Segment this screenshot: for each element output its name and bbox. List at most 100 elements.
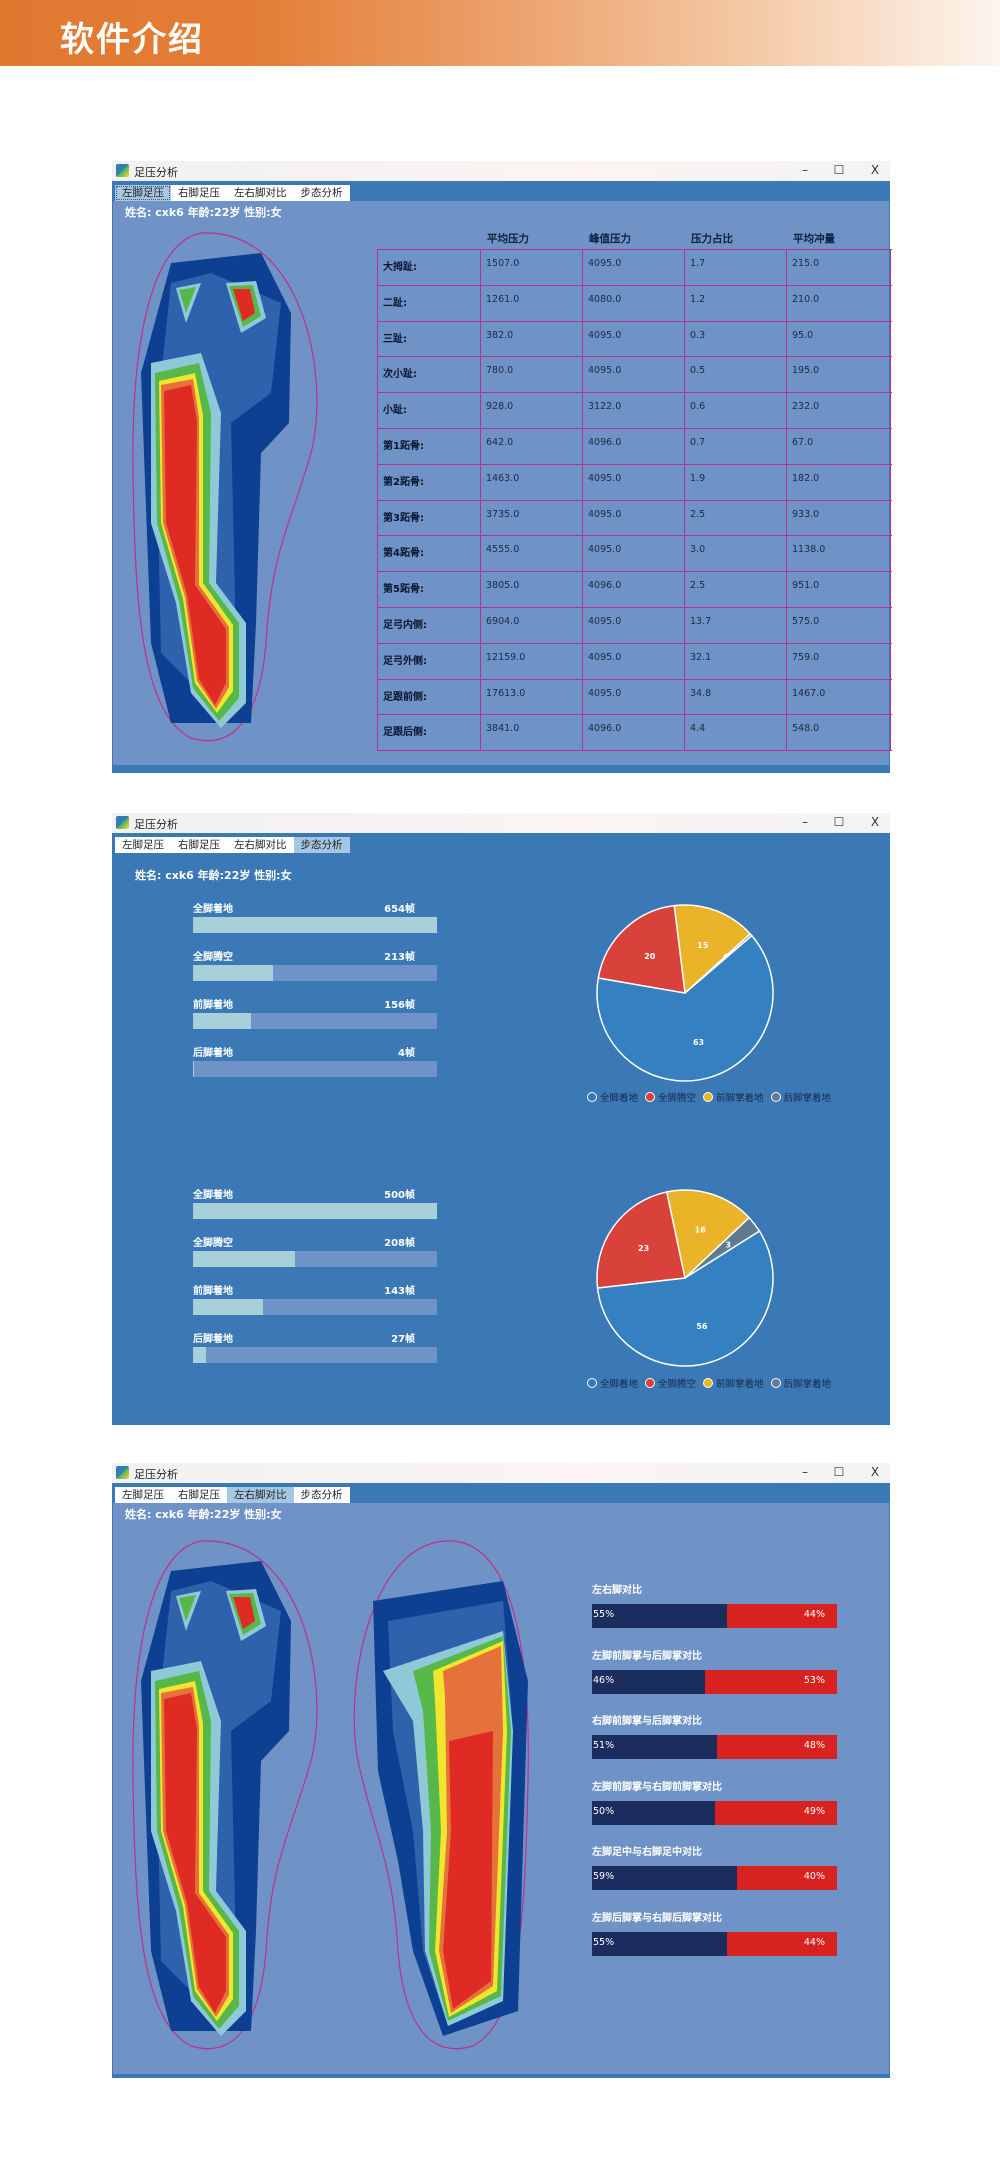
window-title: 足压分析 — [134, 166, 178, 179]
comparison-title: 左脚前脚掌与后脚掌对比 — [592, 1650, 702, 1662]
tab-gait[interactable]: 步态分析 — [300, 1489, 343, 1501]
legend-item[interactable]: 全脚腾空 — [645, 1090, 696, 1104]
legend-label: 全脚着地 — [600, 1093, 639, 1104]
close-button[interactable]: X — [870, 1465, 880, 1479]
maximize-button[interactable]: ☐ — [833, 815, 845, 829]
table-row: 大拇趾: 1507.0 4095.0 1.7 215.0 — [378, 250, 892, 286]
legend-item[interactable]: 全脚腾空 — [645, 1376, 696, 1390]
comparison-item: 左脚前脚掌与后脚掌对比 46% 53% — [592, 1647, 837, 1713]
pie-slice — [596, 934, 774, 1082]
pie-slice-label: 56 — [696, 1322, 708, 1331]
table-cell: 17613.0 — [481, 679, 583, 715]
table-cell: 4095.0 — [583, 357, 685, 393]
pie-chart-1: 1506320 — [596, 904, 774, 1082]
tab-compare[interactable]: 左右脚对比 — [234, 839, 287, 851]
pie-chart-2: 16 3 56 23 — [596, 1189, 774, 1367]
section-banner: 软件介绍 — [0, 0, 1000, 66]
table-cell: 1.9 — [685, 464, 787, 500]
app-icon — [116, 164, 129, 177]
legend-item[interactable]: 全脚着地 — [587, 1376, 638, 1390]
table-row: 第5跖骨: 3805.0 4096.0 2.5 951.0 — [378, 572, 892, 608]
legend-label: 后脚掌着地 — [783, 1093, 832, 1104]
tab-left-foot[interactable]: 左脚足压 — [122, 1489, 164, 1501]
gait-bar-item: 后脚着地 27帧 — [193, 1330, 437, 1378]
table-cell: 4080.0 — [583, 285, 685, 321]
gait-bar-item: 全脚腾空 213帧 — [193, 948, 437, 996]
tab-left-foot[interactable]: 左脚足压 — [115, 185, 171, 201]
table-row: 足跟前侧: 17613.0 4095.0 34.8 1467.0 — [378, 679, 892, 716]
gait-bar-fill — [193, 965, 273, 981]
table-cell: 759.0 — [787, 643, 891, 679]
header-cell: 平均压力 — [487, 233, 529, 245]
legend-item[interactable]: 前脚掌着地 — [703, 1376, 764, 1390]
pressure-table: 平均压力 峰值压力 压力占比 平均冲量 大拇趾: 1507.0 4095.0 1.7 2… — [377, 229, 892, 752]
legend-item[interactable]: 后脚掌着地 — [770, 1376, 831, 1390]
table-cell: 4095.0 — [583, 643, 685, 679]
tab-right-foot[interactable]: 右脚足压 — [178, 1489, 220, 1501]
gait-bar-fill — [193, 1203, 437, 1219]
table-cell: 34.8 — [685, 679, 787, 715]
comparison-title: 右脚前脚掌与后脚掌对比 — [592, 1716, 702, 1727]
gait-bar-item: 后脚着地 4帧 — [193, 1044, 437, 1092]
comparison-bar: 46% 53% — [592, 1669, 837, 1694]
legend-marker-icon — [703, 1378, 714, 1388]
table-row: 第1跖骨: 642.0 4096.0 0.7 67.0 — [378, 428, 892, 465]
table-cell: 382.0 — [481, 321, 583, 357]
close-button[interactable]: X — [870, 163, 880, 177]
gait-pie-2: 16 3 56 23 — [590, 1183, 780, 1379]
table-cell: 12159.0 — [481, 643, 583, 679]
comparison-item: 左脚前脚掌与右脚前脚掌对比 50% 49% — [592, 1778, 837, 1844]
tab-compare[interactable]: 左右脚对比 — [234, 187, 287, 199]
legend-item[interactable]: 前脚掌着地 — [703, 1090, 764, 1104]
gait-bar-label: 前脚着地 — [193, 1000, 233, 1011]
close-button[interactable]: X — [870, 815, 880, 829]
tab-gait[interactable]: 步态分析 — [293, 837, 350, 853]
table-cell: 4095.0 — [583, 321, 685, 357]
minimize-button[interactable]: – — [802, 815, 808, 829]
tab-compare[interactable]: 左右脚对比 — [227, 1487, 294, 1503]
maximize-button[interactable]: ☐ — [833, 1465, 845, 1479]
comparison-item: 左脚足中与右脚足中对比 59% 40% — [592, 1843, 837, 1909]
legend-label: 全脚着地 — [600, 1379, 639, 1390]
table-cell: 3.0 — [685, 536, 787, 572]
row-label: 第2跖骨: — [378, 464, 481, 500]
maximize-button[interactable]: ☐ — [833, 163, 845, 177]
comparison-left-value: 55% — [593, 1609, 615, 1620]
table-cell: 1261.0 — [481, 285, 583, 321]
table-cell: 4095.0 — [583, 250, 685, 285]
comparison-left-value: 59% — [593, 1871, 615, 1882]
comparison-left-value: 51% — [593, 1740, 615, 1751]
tab-right-foot[interactable]: 右脚足压 — [178, 187, 220, 199]
pie-slice-label: 16 — [695, 1225, 707, 1234]
legend-marker-icon — [645, 1378, 656, 1388]
gait-bar-track — [193, 1013, 437, 1029]
pie-slice-label: 3 — [725, 1241, 731, 1250]
compare-panel: 姓名: cxk6 年龄:22岁 性别:女 左右脚对比 55% 44% 左脚前脚掌与后脚… — [113, 1503, 889, 2074]
app-window-gait: 足压分析 – ☐ X 左脚足压 右脚足压 左右脚对比 步态分析 姓名: cxk6… — [112, 813, 890, 1425]
tab-gait[interactable]: 步态分析 — [300, 187, 343, 199]
table-row: 第3跖骨: 3735.0 4095.0 2.5 933.0 — [378, 500, 892, 537]
table-cell: 3122.0 — [583, 393, 685, 428]
title-bar: 足压分析 – ☐ X — [112, 161, 890, 181]
row-label: 第5跖骨: — [378, 572, 481, 607]
row-label: 第3跖骨: — [378, 500, 481, 536]
comparison-bar: 55% 44% — [592, 1604, 837, 1628]
gait-bar-fill — [193, 917, 437, 933]
comparison-right-value: 44% — [803, 1609, 825, 1620]
minimize-button[interactable]: – — [802, 163, 808, 177]
table-row: 第2跖骨: 1463.0 4095.0 1.9 182.0 — [378, 464, 892, 501]
legend-item[interactable]: 后脚掌着地 — [770, 1090, 832, 1104]
minimize-button[interactable]: – — [802, 1465, 808, 1479]
comparison-left-value: 46% — [593, 1674, 615, 1686]
comparison-right-segment: 44% — [726, 1604, 837, 1628]
table-cell: 4096.0 — [583, 715, 685, 751]
tab-right-foot[interactable]: 右脚足压 — [178, 839, 220, 851]
gait-bar-fill — [193, 1013, 252, 1029]
tab-left-foot[interactable]: 左脚足压 — [122, 839, 164, 851]
comparison-right-value: 44% — [803, 1936, 825, 1948]
comparison-item: 左脚后脚掌与右脚后脚掌对比 55% 44% — [592, 1909, 837, 1975]
gait-bars-2: 全脚着地 500帧 全脚腾空 208帧 前脚着地 143帧 后脚着地 27帧 — [193, 1186, 437, 1378]
legend-item[interactable]: 全脚着地 — [587, 1090, 638, 1104]
table-cell: 4555.0 — [481, 536, 583, 572]
table-row: 小趾: 928.0 3122.0 0.6 232.0 — [378, 393, 892, 429]
